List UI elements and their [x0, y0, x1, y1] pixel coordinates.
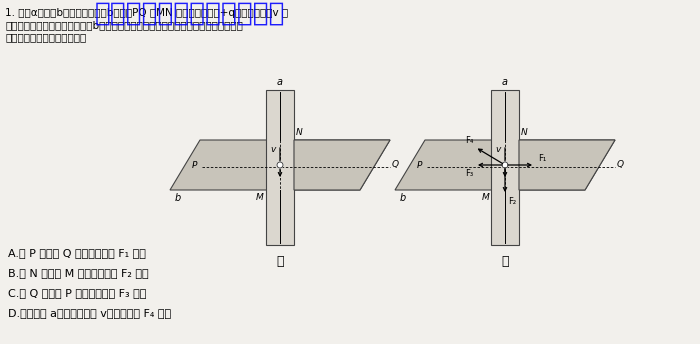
Text: P: P	[416, 161, 422, 170]
Text: a: a	[277, 77, 283, 87]
Circle shape	[502, 162, 508, 168]
Text: a: a	[502, 77, 508, 87]
Text: C.由 Q 点指向 P 点，如图乙中 F₃ 所示: C.由 Q 点指向 P 点，如图乙中 F₃ 所示	[8, 288, 146, 298]
Polygon shape	[266, 90, 294, 245]
Text: A.由 P 点指向 Q 点，如图乙中 F₁ 所示: A.由 P 点指向 Q 点，如图乙中 F₁ 所示	[8, 248, 146, 258]
Text: b: b	[175, 193, 181, 203]
Text: F₁: F₁	[538, 154, 546, 163]
Text: Q: Q	[617, 161, 624, 170]
Text: F₂: F₂	[508, 197, 516, 206]
Polygon shape	[395, 140, 615, 190]
Text: 乙: 乙	[501, 255, 509, 268]
Text: N: N	[521, 128, 528, 137]
Text: 微信公众号关注：趣找答案: 微信公众号关注：趣找答案	[95, 1, 286, 27]
Text: D.位于平面 a，垂直于速度 v，如图乙中 F₄ 所示: D.位于平面 a，垂直于速度 v，如图乙中 F₄ 所示	[8, 308, 171, 318]
Text: F₄: F₄	[465, 136, 473, 145]
Text: 甲: 甲	[276, 255, 284, 268]
Text: B.由 N 点指向 M 点，如图乙中 F₂ 所示: B.由 N 点指向 M 点，如图乙中 F₂ 所示	[8, 268, 148, 278]
Circle shape	[277, 162, 283, 168]
Text: 动，途径图中把交点且恰在某面b再，如图甲所示。已知磁场方向垂直平面而该粒子此: 动，途径图中把交点且恰在某面b再，如图甲所示。已知磁场方向垂直平面而该粒子此	[5, 20, 243, 30]
Text: M: M	[482, 193, 489, 202]
Text: v: v	[271, 146, 276, 154]
Text: N: N	[296, 128, 302, 137]
Polygon shape	[519, 140, 615, 190]
Text: b: b	[400, 193, 406, 203]
Text: P: P	[192, 161, 197, 170]
Polygon shape	[491, 90, 519, 245]
Text: v: v	[496, 146, 501, 154]
Text: 1. 平面α和平面b相互垂直，平面b中直线PQ 和MN 垂直。电荷量为+q的粒子以速度v 运: 1. 平面α和平面b相互垂直，平面b中直线PQ 和MN 垂直。电荷量为+q的粒子…	[5, 8, 288, 18]
Text: F₃: F₃	[465, 169, 473, 178]
Text: M: M	[256, 193, 264, 202]
Text: Q: Q	[392, 161, 399, 170]
Text: 时所受洛伦兹力方向正确的是: 时所受洛伦兹力方向正确的是	[5, 32, 86, 42]
Polygon shape	[170, 140, 390, 190]
Polygon shape	[294, 140, 390, 190]
